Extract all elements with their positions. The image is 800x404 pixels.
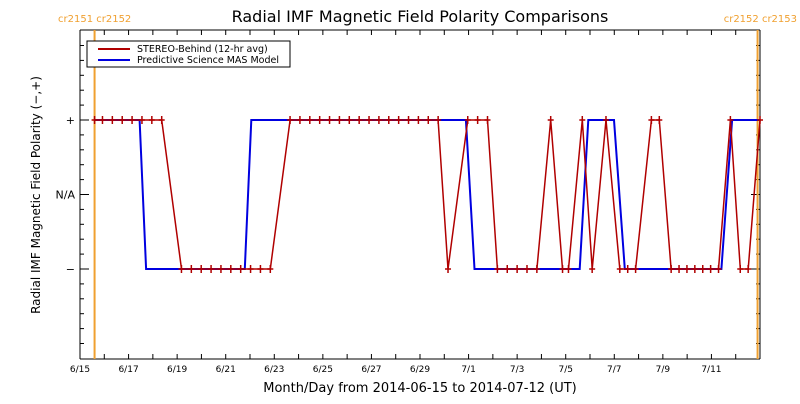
x-tick-label: 7/9 [656,365,671,375]
y-tick-label: N/A [56,189,76,202]
series-line-mas [94,119,760,270]
x-tick-label: 7/1 [461,365,475,375]
series-line-stereo [94,119,761,270]
x-tick-label: 7/11 [701,365,721,375]
legend-label-mas: Predictive Science MAS Model [137,55,279,66]
legend: STEREO-Behind (12-hr avg) Predictive Sci… [86,40,291,68]
y-tick-label: − [66,263,75,276]
y-axis-label: Radial IMF Magnetic Field Polarity (−,+) [29,76,43,314]
x-tick-label: 6/17 [118,365,138,375]
carrington-label-left: cr2151 cr2152 [58,14,131,25]
x-tick-label: 6/21 [216,365,236,375]
carrington-label-right: cr2152 cr2153 [724,14,797,25]
x-tick-label: 6/15 [70,365,90,375]
legend-box [86,40,291,68]
series-group [91,116,763,273]
y-axis-ticks: + N/A − [56,45,760,344]
carrington-lines [93,30,759,359]
x-tick-label: 6/25 [313,365,333,375]
x-axis-ticks: 6/15 6/17 6/19 6/21 6/23 6/25 6/27 6/29 7/1 7/3 7/… [70,30,761,375]
legend-label-stereo: STEREO-Behind (12-hr avg) [137,44,268,55]
chart-title: Radial IMF Magnetic Field Polarity Compa… [232,7,609,26]
x-tick-label: 6/19 [167,365,187,375]
plot-frame [79,29,761,360]
x-tick-label: 7/3 [510,365,524,375]
x-tick-label: 7/7 [607,365,621,375]
x-tick-label: 6/27 [361,365,381,375]
x-axis-label: Month/Day from 2014-06-15 to 2014-07-12 … [263,381,576,396]
x-tick-label: 7/5 [558,365,572,375]
y-tick-label: + [66,114,75,127]
x-tick-label: 6/29 [410,365,430,375]
x-tick-label: 6/23 [264,365,284,375]
